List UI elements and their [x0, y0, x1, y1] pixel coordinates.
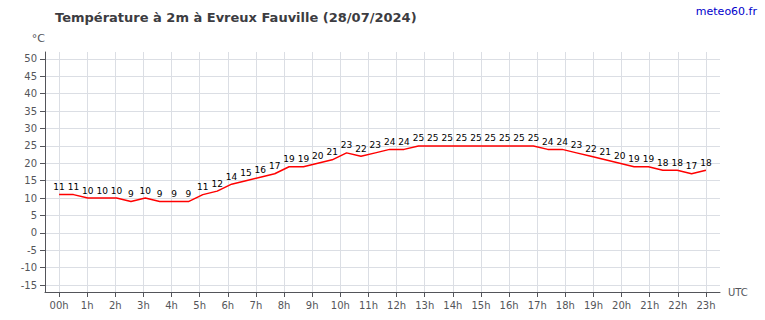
svg-text:19h: 19h	[584, 300, 603, 311]
svg-text:18: 18	[657, 158, 669, 168]
svg-text:25: 25	[499, 133, 510, 143]
svg-text:10: 10	[82, 186, 94, 196]
svg-text:18: 18	[671, 158, 683, 168]
svg-text:16: 16	[255, 165, 267, 175]
svg-text:18: 18	[700, 158, 712, 168]
svg-text:10: 10	[96, 186, 108, 196]
svg-text:5h: 5h	[193, 300, 206, 311]
svg-text:4h: 4h	[165, 300, 178, 311]
svg-text:12: 12	[211, 179, 222, 189]
svg-text:12h: 12h	[387, 300, 406, 311]
svg-text:9: 9	[157, 189, 163, 199]
svg-text:21: 21	[326, 147, 337, 157]
svg-text:25: 25	[427, 133, 438, 143]
svg-text:30: 30	[24, 123, 37, 134]
svg-text:13h: 13h	[415, 300, 434, 311]
svg-text:25: 25	[441, 133, 452, 143]
svg-text:22: 22	[585, 144, 596, 154]
svg-text:23: 23	[370, 140, 381, 150]
svg-text:35: 35	[24, 106, 37, 117]
svg-text:6h: 6h	[221, 300, 234, 311]
svg-text:11: 11	[53, 182, 64, 192]
svg-text:21: 21	[600, 147, 611, 157]
svg-text:45: 45	[24, 71, 37, 82]
svg-text:11: 11	[197, 182, 208, 192]
svg-text:9: 9	[171, 189, 177, 199]
svg-text:40: 40	[24, 88, 37, 99]
svg-text:9: 9	[128, 189, 134, 199]
svg-text:UTC: UTC	[728, 287, 748, 298]
svg-text:17: 17	[686, 161, 697, 171]
svg-text:15: 15	[24, 175, 37, 186]
svg-text:Température à 2m à Evreux Fauv: Température à 2m à Evreux Fauville (28/0…	[55, 10, 417, 25]
svg-text:7h: 7h	[250, 300, 263, 311]
svg-text:25: 25	[24, 140, 37, 151]
svg-text:20: 20	[614, 151, 626, 161]
svg-text:25: 25	[456, 133, 467, 143]
svg-text:10: 10	[24, 193, 37, 204]
svg-text:24: 24	[398, 137, 410, 147]
svg-text:5: 5	[31, 210, 37, 221]
svg-text:24: 24	[542, 137, 554, 147]
svg-text:3h: 3h	[137, 300, 150, 311]
svg-text:16h: 16h	[500, 300, 519, 311]
svg-text:-15: -15	[21, 280, 37, 291]
svg-text:24: 24	[556, 137, 568, 147]
svg-text:15: 15	[240, 168, 251, 178]
svg-text:23h: 23h	[696, 300, 715, 311]
svg-text:24: 24	[384, 137, 396, 147]
svg-text:17: 17	[269, 161, 280, 171]
svg-text:20: 20	[312, 151, 324, 161]
svg-text:19: 19	[643, 154, 655, 164]
svg-text:10h: 10h	[331, 300, 350, 311]
svg-text:22: 22	[355, 144, 366, 154]
svg-text:23: 23	[571, 140, 582, 150]
svg-text:9: 9	[186, 189, 192, 199]
svg-text:50: 50	[24, 53, 37, 64]
svg-text:-5: -5	[27, 245, 37, 256]
svg-text:8h: 8h	[278, 300, 291, 311]
svg-text:25: 25	[413, 133, 424, 143]
svg-text:10: 10	[111, 186, 123, 196]
svg-text:-10: -10	[21, 262, 37, 273]
svg-text:20: 20	[24, 158, 37, 169]
svg-text:11h: 11h	[359, 300, 378, 311]
svg-text:1h: 1h	[81, 300, 94, 311]
svg-text:25: 25	[528, 133, 539, 143]
svg-text:19: 19	[298, 154, 310, 164]
svg-text:25: 25	[470, 133, 481, 143]
svg-text:15h: 15h	[471, 300, 490, 311]
svg-text:meteo60.fr: meteo60.fr	[696, 5, 758, 18]
svg-text:11: 11	[68, 182, 79, 192]
svg-text:21h: 21h	[640, 300, 659, 311]
svg-text:22h: 22h	[668, 300, 687, 311]
svg-text:17h: 17h	[528, 300, 547, 311]
svg-text:19: 19	[283, 154, 295, 164]
svg-text:2h: 2h	[109, 300, 122, 311]
svg-text:18h: 18h	[556, 300, 575, 311]
svg-text:25: 25	[513, 133, 524, 143]
svg-text:14: 14	[226, 172, 238, 182]
svg-text:20h: 20h	[612, 300, 631, 311]
svg-text:0: 0	[31, 227, 37, 238]
svg-text:9h: 9h	[306, 300, 319, 311]
svg-text:10: 10	[140, 186, 152, 196]
svg-text:°C: °C	[32, 32, 46, 45]
svg-text:23: 23	[341, 140, 352, 150]
svg-text:25: 25	[485, 133, 496, 143]
svg-text:00h: 00h	[50, 300, 69, 311]
svg-text:14h: 14h	[443, 300, 462, 311]
svg-text:19: 19	[628, 154, 640, 164]
